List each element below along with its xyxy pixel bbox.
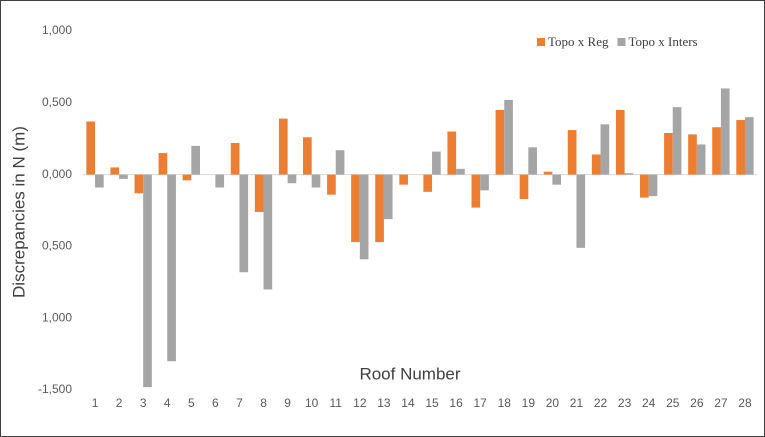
legend-swatch <box>617 38 626 46</box>
x-tick-label: 26 <box>690 396 704 410</box>
bar <box>600 124 610 175</box>
bar <box>86 121 96 175</box>
bar <box>278 118 288 175</box>
legend: Topo x Reg Topo x Inters <box>537 34 698 49</box>
x-tick-label: 5 <box>188 396 195 410</box>
x-tick-label: 3 <box>140 396 147 410</box>
bar <box>456 168 465 175</box>
x-tick-label: 27 <box>714 396 728 410</box>
bar <box>167 174 176 362</box>
bar <box>688 134 697 175</box>
x-tick-label: 23 <box>618 396 632 410</box>
bar <box>664 132 673 175</box>
bar <box>327 174 336 195</box>
bar <box>239 174 249 273</box>
bar <box>119 174 128 179</box>
x-tick-label: 16 <box>449 396 463 410</box>
x-tick-label: 1 <box>92 396 99 410</box>
bar <box>591 154 601 175</box>
y-tick-label: 0,000 <box>42 167 72 181</box>
x-tick-label: 22 <box>594 396 608 410</box>
bar <box>182 174 192 181</box>
bar <box>143 174 152 388</box>
x-tick-label: 28 <box>738 396 752 410</box>
bar <box>335 150 345 175</box>
bar <box>311 174 321 188</box>
bar <box>712 127 721 175</box>
bar <box>134 174 144 194</box>
bar <box>215 174 225 188</box>
legend-label: Topo x Inters <box>628 34 697 49</box>
bar <box>543 171 553 175</box>
bar <box>567 130 577 175</box>
bar <box>552 174 562 185</box>
bar <box>624 173 634 175</box>
x-tick-label: 13 <box>377 396 391 410</box>
bar <box>399 174 408 185</box>
bar <box>191 145 200 175</box>
bar <box>519 174 529 200</box>
bar <box>648 174 658 197</box>
bar <box>736 120 745 175</box>
x-tick-label: 24 <box>642 396 656 410</box>
bar <box>495 109 505 175</box>
bar <box>447 131 457 175</box>
bar <box>254 174 264 212</box>
bar <box>744 117 754 175</box>
y-tick-label: 1,000 <box>42 23 72 37</box>
bar <box>720 88 730 175</box>
x-tick-label: 15 <box>425 396 439 410</box>
bar <box>383 174 393 220</box>
bar <box>471 174 481 208</box>
bar <box>95 174 104 188</box>
x-tick-label: 11 <box>330 396 343 410</box>
bar <box>287 174 297 184</box>
x-tick-label: 17 <box>473 396 487 410</box>
y-tick-label: 0,500 <box>42 239 72 253</box>
x-tick-label: 10 <box>305 396 319 410</box>
bar <box>696 144 706 175</box>
x-tick-label: 4 <box>164 396 171 410</box>
x-tick-label: 12 <box>353 396 367 410</box>
x-tick-label: 8 <box>260 396 267 410</box>
bar <box>303 137 312 175</box>
y-tick-label: 1,000 <box>42 310 72 324</box>
x-tick-label: 19 <box>522 396 536 410</box>
y-axis-title: Discrepancies in N (m) <box>9 126 28 298</box>
x-tick-label: 2 <box>116 396 123 410</box>
x-tick-label: 21 <box>570 396 584 410</box>
bar <box>359 174 369 260</box>
bar <box>432 151 441 175</box>
y-tick-label: 0,500 <box>42 95 72 109</box>
bar <box>528 147 537 175</box>
legend-label: Topo x Reg <box>548 34 609 49</box>
bar <box>672 107 682 175</box>
bar <box>110 167 120 175</box>
bar <box>263 174 273 290</box>
bar <box>351 174 360 243</box>
bar <box>615 109 625 175</box>
x-axis-title: Roof Number <box>359 364 460 383</box>
bar <box>230 143 240 175</box>
x-tick-label: 6 <box>212 396 219 410</box>
bar <box>158 153 168 175</box>
bar <box>423 174 433 192</box>
bar <box>504 99 513 175</box>
bar <box>375 174 384 243</box>
x-tick-label: 20 <box>546 396 560 410</box>
x-tick-label: 25 <box>666 396 680 410</box>
bar <box>480 174 489 191</box>
x-tick-label: 18 <box>498 396 512 410</box>
x-tick-label: 7 <box>236 396 243 410</box>
legend-swatch <box>537 38 545 46</box>
bar <box>576 174 586 248</box>
x-tick-label: 9 <box>284 396 291 410</box>
bar <box>640 174 649 198</box>
x-tick-label: 14 <box>401 396 415 410</box>
y-tick-label: -1,500 <box>38 382 72 396</box>
